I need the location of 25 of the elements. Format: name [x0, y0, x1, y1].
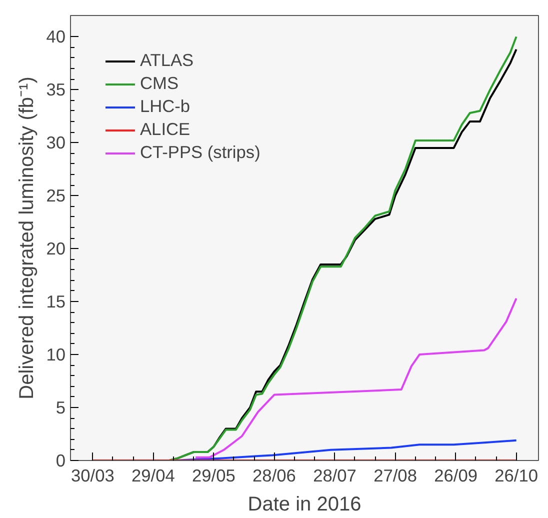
y-tick-label: 10	[46, 344, 66, 365]
x-tick-label: 30/03	[71, 466, 114, 486]
x-tick-label: 29/04	[132, 466, 176, 486]
y-tick-label: 35	[46, 80, 66, 100]
x-tick-label: 28/06	[252, 466, 296, 486]
y-tick-label: 0	[56, 450, 66, 470]
y-tick-label: 25	[46, 186, 66, 206]
x-axis-title: Date in 2016	[248, 494, 362, 516]
x-tick-label: 29/05	[192, 466, 236, 486]
x-tick-label: 26/10	[494, 466, 538, 486]
y-axis-title: Delivered integrated luminosity (fb⁻¹)	[16, 76, 38, 400]
x-tick-label: 28/07	[313, 466, 356, 486]
legend-label: LHC-b	[140, 96, 190, 117]
x-tick-label: 26/09	[434, 466, 478, 486]
x-tick-label: 27/08	[374, 466, 417, 486]
line-series	[194, 297, 518, 458]
y-tick-label: 5	[56, 398, 66, 418]
legend-label: ATLAS	[140, 50, 194, 71]
y-tick-label: 40	[46, 26, 66, 47]
legend-label: ALICE	[140, 119, 190, 140]
legend-label: CT-PPS (strips)	[140, 142, 260, 163]
legend-label: CMS	[140, 73, 179, 94]
y-tick-label: 20	[46, 238, 66, 259]
y-tick-label: 15	[46, 292, 66, 312]
y-tick-label: 30	[46, 132, 66, 153]
